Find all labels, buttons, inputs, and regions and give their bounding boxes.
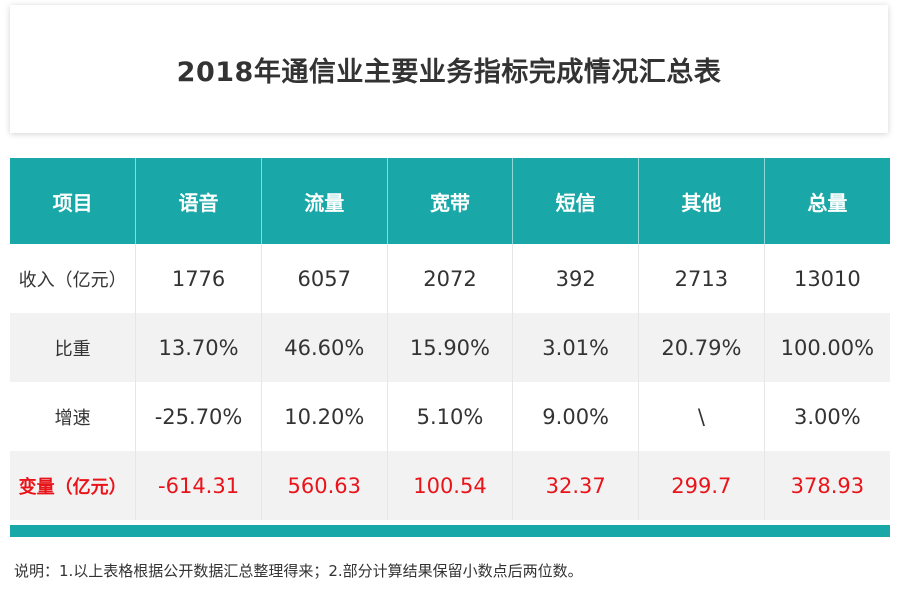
table-cell: 10.20% <box>260 382 388 451</box>
column-header: 宽带 <box>386 158 514 244</box>
row-label: 增速 <box>10 382 137 451</box>
table-cell: 15.90% <box>386 313 514 382</box>
column-header: 项目 <box>10 158 137 244</box>
table-cell: 3.01% <box>512 313 640 382</box>
table-cell: -25.70% <box>135 382 262 451</box>
table-cell: 9.00% <box>512 382 640 451</box>
table-bottom-bar <box>10 525 890 537</box>
summary-table-wrapper: 项目 语音 流量 宽带 短信 其他 总量 收入（亿元） 1776 6057 20… <box>10 158 890 520</box>
header-row: 项目 语音 流量 宽带 短信 其他 总量 <box>10 158 890 244</box>
table-cell: 13010 <box>763 244 890 313</box>
table-cell: 5.10% <box>386 382 514 451</box>
table-cell: 32.37 <box>512 451 640 520</box>
column-header: 总量 <box>763 158 890 244</box>
table-row-revenue: 收入（亿元） 1776 6057 2072 392 2713 13010 <box>10 244 890 313</box>
column-header: 其他 <box>638 158 765 244</box>
column-header: 语音 <box>135 158 262 244</box>
title-card: 2018年通信业主要业务指标完成情况汇总表 <box>10 5 888 133</box>
row-label: 变量（亿元） <box>10 451 137 520</box>
table-cell: 378.93 <box>763 451 890 520</box>
table-cell: 2713 <box>638 244 765 313</box>
table-row-change: 变量（亿元） -614.31 560.63 100.54 32.37 299.7… <box>10 451 890 520</box>
row-label: 收入（亿元） <box>10 244 137 313</box>
table-cell: -614.31 <box>135 451 262 520</box>
table-title: 2018年通信业主要业务指标完成情况汇总表 <box>176 56 722 88</box>
table-cell: 100.00% <box>763 313 890 382</box>
table-row-share: 比重 13.70% 46.60% 15.90% 3.01% 20.79% 100… <box>10 313 890 382</box>
table-cell: 13.70% <box>135 313 262 382</box>
table-cell: 1776 <box>135 244 262 313</box>
column-header: 流量 <box>260 158 388 244</box>
table-row-growth: 增速 -25.70% 10.20% 5.10% 9.00% \ 3.00% <box>10 382 890 451</box>
row-label: 比重 <box>10 313 137 382</box>
summary-table: 项目 语音 流量 宽带 短信 其他 总量 收入（亿元） 1776 6057 20… <box>10 158 890 520</box>
table-cell: 2072 <box>386 244 514 313</box>
table-cell: 3.00% <box>763 382 890 451</box>
table-cell: 560.63 <box>260 451 388 520</box>
table-cell: 299.7 <box>638 451 765 520</box>
footnote: 说明：1.以上表格根据公开数据汇总整理得来；2.部分计算结果保留小数点后两位数。 <box>14 562 583 580</box>
table-cell: 20.79% <box>638 313 765 382</box>
table-cell: 100.54 <box>386 451 514 520</box>
table-cell: \ <box>638 382 765 451</box>
table-cell: 392 <box>512 244 640 313</box>
table-cell: 6057 <box>260 244 388 313</box>
column-header: 短信 <box>512 158 640 244</box>
table-cell: 46.60% <box>260 313 388 382</box>
